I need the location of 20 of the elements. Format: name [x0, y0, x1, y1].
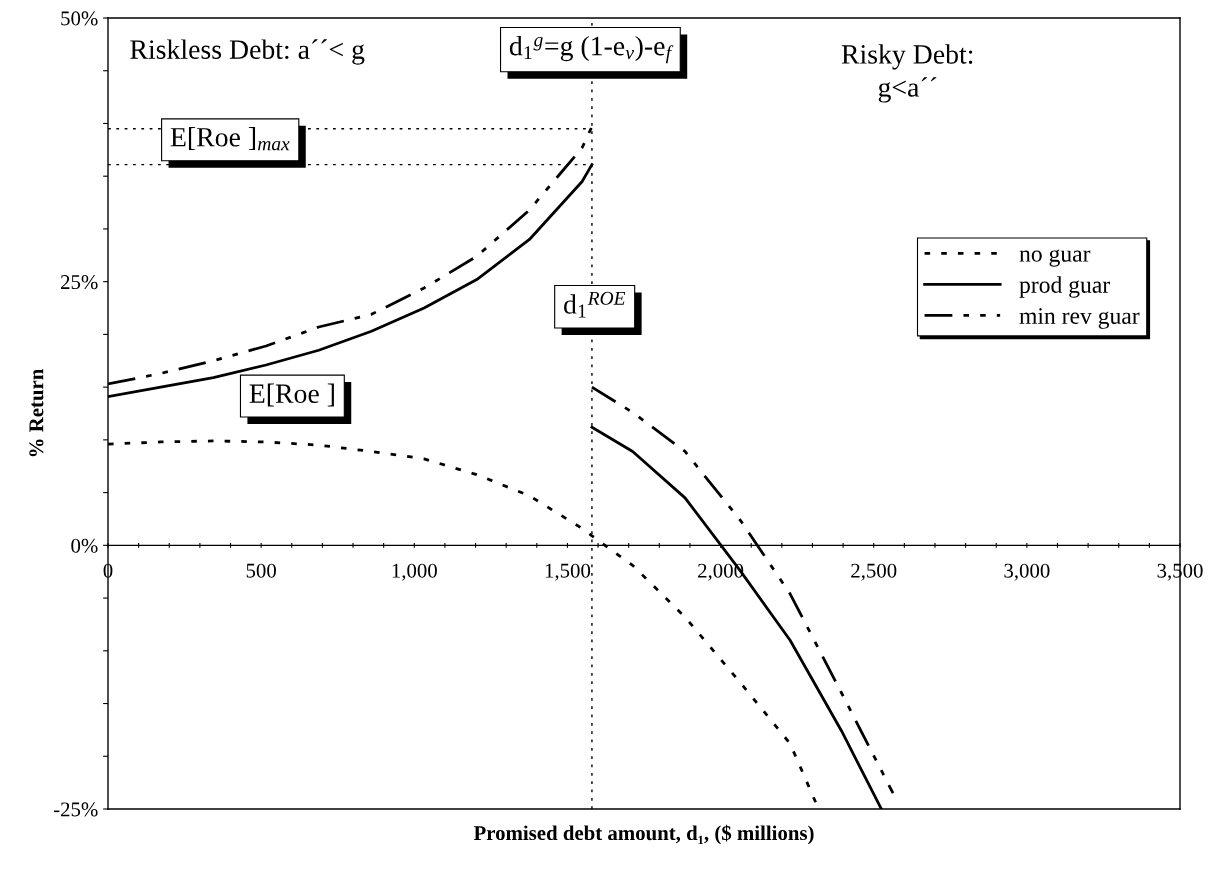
x-tick-label: 2,500 [851, 563, 897, 581]
x-tick-label: 500 [246, 563, 276, 578]
x-axis-title: Promised debt amount, d₁, ($ millions) [473, 824, 814, 845]
y-axis-title: % Return [29, 368, 44, 457]
annotation: E[Roe ]$_{max}$ [170, 127, 290, 151]
y-tick-label: -25% [53, 802, 98, 817]
x-tick-label: 1,500 [545, 563, 591, 581]
y-tick-label: 0% [71, 538, 98, 553]
legend-label: min rev guar [1019, 308, 1140, 329]
annotation: E[Roe ] [249, 383, 334, 407]
x-tick-label: 1,000 [392, 563, 437, 581]
annotation: d$_{1}$$^{ROE}$ [564, 291, 626, 318]
y-tick-label: 50% [61, 11, 98, 26]
y-tick-label: 25% [61, 275, 98, 290]
legend-label: prod guar [1019, 276, 1110, 298]
legend-label: no guar [1019, 249, 1091, 267]
annotation: d$_{1}$$^{g}$=g (1-e$_{v}$)-e$_{f}$ [509, 35, 674, 64]
x-tick-label: 3,000 [1004, 563, 1050, 581]
annotation: Riskless Debt: a´´< g [130, 39, 365, 65]
annotation: Risky Debt: g<a´´ [841, 44, 973, 103]
